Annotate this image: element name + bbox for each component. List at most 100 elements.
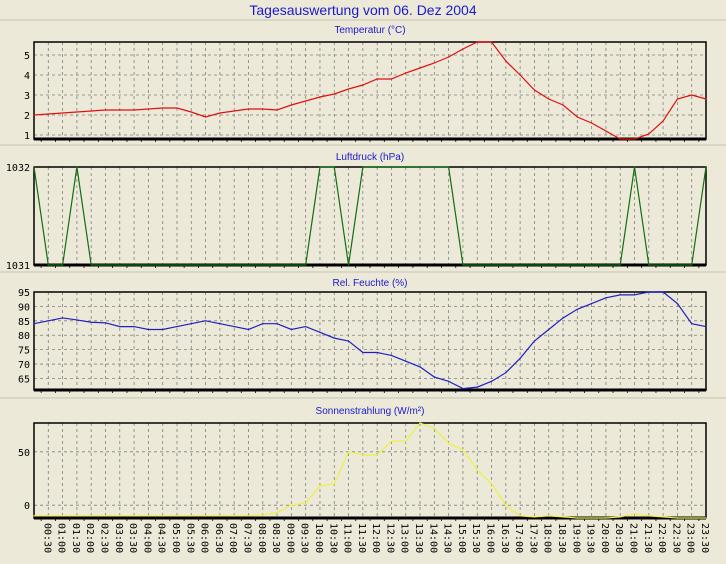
- plot-frame: [33, 41, 707, 140]
- data-point: [133, 515, 135, 517]
- x-tick-label: 19:00: [570, 523, 581, 553]
- data-point: [591, 302, 593, 305]
- data-point: [691, 517, 693, 519]
- data-point: [305, 264, 307, 266]
- data-point: [605, 297, 607, 299]
- data-point: [705, 98, 707, 100]
- data-point: [247, 108, 250, 110]
- x-tick-label: 09:30: [299, 523, 310, 553]
- data-point: [376, 454, 378, 456]
- data-point: [305, 100, 307, 102]
- data-point: [433, 62, 435, 64]
- data-point: [319, 96, 321, 98]
- data-point: [133, 109, 135, 111]
- y-tick-label: 5: [24, 51, 30, 62]
- y-tick-label: 3: [24, 91, 30, 102]
- data-point: [104, 109, 107, 111]
- data-point: [33, 515, 35, 517]
- x-tick-label: 17:00: [513, 523, 524, 553]
- x-tick-label: 03:30: [127, 523, 138, 553]
- x-tick-label: 08:30: [270, 523, 281, 553]
- data-point: [548, 264, 550, 266]
- data-point: [219, 515, 221, 517]
- x-tick-label: 11:00: [342, 523, 353, 553]
- data-point: [619, 294, 621, 296]
- data-point: [419, 67, 421, 69]
- x-tick-label: 02:00: [84, 523, 95, 553]
- data-point: [476, 264, 478, 266]
- data-point: [390, 440, 393, 442]
- x-tick-label: 13:00: [399, 523, 410, 553]
- data-point: [333, 337, 335, 339]
- data-point: [347, 264, 350, 266]
- data-point: [319, 166, 321, 168]
- data-point: [390, 78, 393, 80]
- data-point: [576, 517, 578, 519]
- data-point: [619, 516, 621, 518]
- data-point: [576, 308, 578, 310]
- data-point: [519, 74, 521, 76]
- x-tick-label: 13:30: [413, 523, 424, 553]
- y-tick-label: 4: [24, 71, 30, 82]
- data-point: [419, 422, 421, 424]
- data-point: [691, 94, 693, 96]
- x-tick-label: 10:00: [313, 523, 324, 553]
- data-point: [676, 517, 679, 519]
- data-point: [405, 440, 407, 442]
- y-tick-label: 80: [18, 331, 30, 342]
- data-point: [290, 104, 292, 106]
- data-point: [390, 166, 393, 168]
- data-point: [362, 351, 364, 354]
- data-point: [390, 354, 393, 357]
- x-tick-label: 10:30: [327, 523, 338, 553]
- data-point: [633, 294, 636, 296]
- x-tick-label: 20:30: [613, 523, 624, 553]
- data-point: [648, 133, 650, 135]
- data-point: [219, 264, 221, 266]
- data-point: [433, 166, 435, 168]
- data-point: [362, 166, 364, 168]
- x-tick-label: 12:30: [384, 523, 395, 553]
- data-point: [290, 264, 292, 266]
- data-point: [90, 110, 92, 112]
- data-point: [591, 517, 593, 519]
- y-tick-label: 1: [24, 131, 30, 142]
- data-point: [676, 264, 679, 266]
- data-point: [448, 56, 450, 58]
- data-point: [133, 325, 135, 328]
- data-point: [90, 515, 92, 517]
- data-point: [448, 166, 450, 168]
- data-point: [605, 130, 607, 132]
- data-point: [47, 515, 49, 517]
- x-tick-label: 21:30: [642, 523, 653, 553]
- data-point: [61, 317, 64, 319]
- data-point: [576, 264, 578, 266]
- chart-panel-3: Sonnenstrahlung (W/m²) 0 50: [18, 406, 707, 521]
- data-point: [619, 264, 621, 266]
- data-point: [90, 321, 92, 323]
- data-point: [533, 340, 536, 342]
- x-tick-label: 16:00: [485, 523, 496, 553]
- y-tick-label: 95: [18, 288, 30, 299]
- data-point: [305, 325, 307, 328]
- data-point: [490, 41, 493, 43]
- panel-title: Rel. Feuchte (%): [332, 278, 407, 289]
- data-point: [276, 323, 278, 325]
- data-point: [576, 116, 578, 118]
- data-point: [176, 515, 178, 517]
- data-point: [305, 502, 307, 504]
- x-tick-label: 18:30: [556, 523, 567, 553]
- data-point: [548, 98, 550, 100]
- data-point: [533, 264, 536, 266]
- data-point: [162, 107, 164, 109]
- data-point: [533, 516, 536, 518]
- data-point: [476, 386, 478, 388]
- data-point: [247, 515, 250, 517]
- data-point: [262, 108, 264, 110]
- data-point: [233, 325, 235, 328]
- data-point: [676, 98, 679, 100]
- data-point: [462, 48, 464, 50]
- data-point: [376, 78, 378, 80]
- data-point: [204, 116, 207, 118]
